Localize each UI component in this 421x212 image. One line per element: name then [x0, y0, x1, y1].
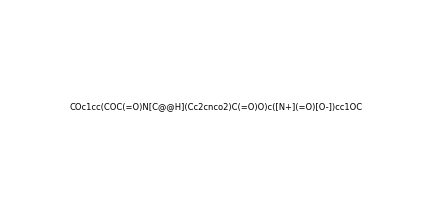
Text: COc1cc(COC(=O)N[C@@H](Cc2cnco2)C(=O)O)c([N+](=O)[O-])cc1OC: COc1cc(COC(=O)N[C@@H](Cc2cnco2)C(=O)O)c(…: [69, 103, 362, 112]
